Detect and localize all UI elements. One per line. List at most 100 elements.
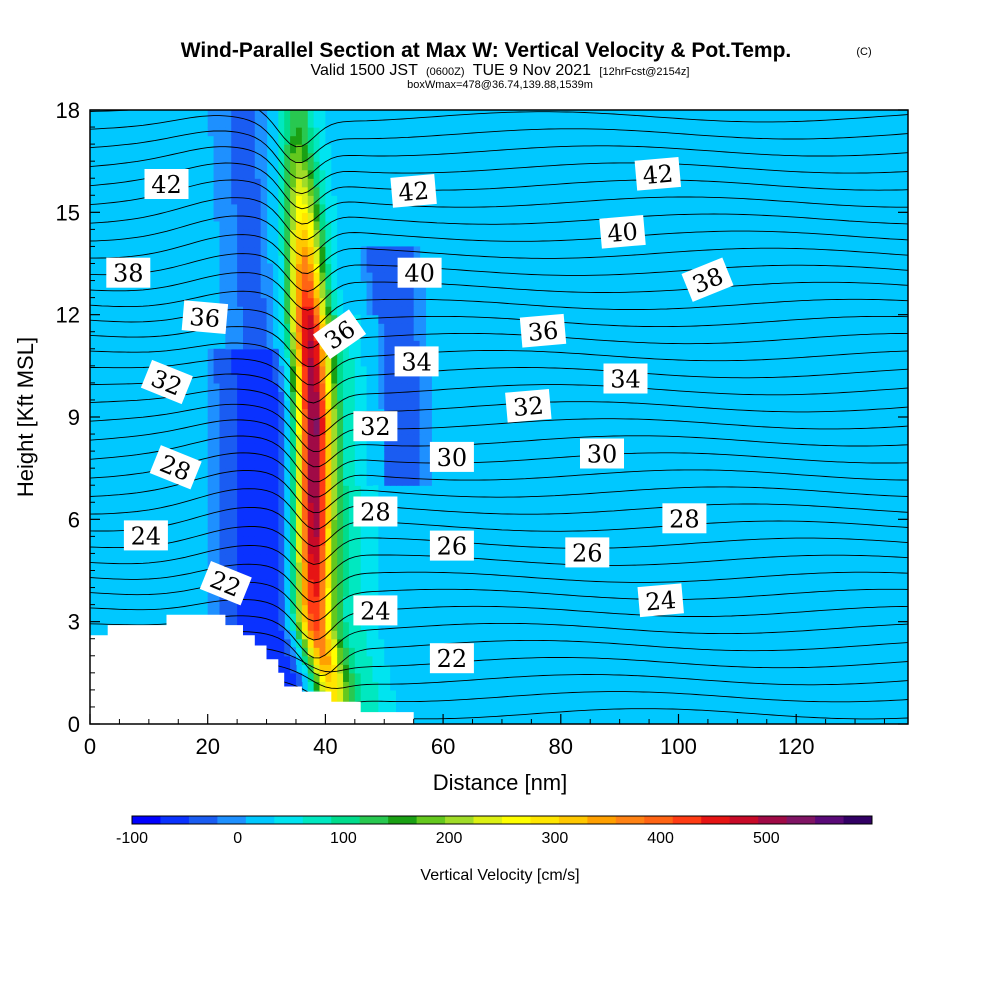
colorbar-swatch [502, 816, 531, 824]
colorbar-swatch [245, 816, 275, 824]
isentrope-label-box [505, 388, 552, 423]
x-tick-label: 80 [549, 734, 573, 759]
colorbar-swatch [615, 816, 645, 824]
colorbar-swatch [843, 816, 873, 824]
isentrope-line [90, 373, 908, 421]
isentrope-line [90, 342, 908, 386]
isentrope-labels: 4238363228242236322824424034302622424038… [106, 156, 734, 674]
isentrope-label-box [429, 643, 474, 674]
isentrope-label-box [397, 257, 442, 288]
isentrope-label-box [140, 359, 193, 405]
isentrope-line [90, 403, 908, 453]
isentrope-line [90, 358, 908, 404]
isentrope-line [90, 115, 908, 164]
colorbar-swatch [388, 816, 418, 824]
isentrope-label: 34 [394, 346, 439, 377]
isentrope-label: 24 [123, 520, 168, 551]
isentrope-label-box [106, 257, 151, 288]
isentrope-line [90, 146, 908, 195]
isentrope-line [90, 545, 908, 584]
isentrope-label-box [353, 411, 398, 442]
plot-area [90, 110, 908, 724]
isentrope-label: 34 [603, 363, 648, 394]
colorbar-swatch [701, 816, 731, 824]
isentrope-label: 24 [637, 583, 684, 618]
isentrope-label: 36 [181, 300, 229, 334]
colorbar-tick-label: 200 [436, 830, 463, 847]
subtitle-fcst: [12hrFcst@2154z] [599, 66, 689, 78]
isentrope-label-text: 38 [113, 260, 144, 288]
colorbar-swatch [786, 816, 816, 824]
isentrope-label: 40 [397, 257, 442, 288]
isentrope-line [90, 162, 908, 210]
colorbar-swatch [558, 816, 588, 824]
colorbar-tick-label: 400 [647, 830, 674, 847]
isentrope-label: 30 [429, 441, 474, 472]
isentrope-label-text: 36 [188, 303, 221, 334]
isentrope-label: 32 [505, 388, 552, 423]
isentrope-line [90, 234, 908, 274]
isentrope-label: 42 [144, 169, 189, 199]
subtitle-valid: Valid 1500 JST [311, 62, 419, 79]
isentrope-line [90, 563, 908, 603]
isentrope-label-box [181, 300, 229, 334]
isentrope-line [90, 599, 908, 641]
subtitle-utc: (0600Z) [426, 66, 465, 78]
colorbar-swatch [188, 816, 218, 824]
isentrope-label-box [394, 346, 439, 377]
isentrope-label-box [662, 503, 707, 534]
colorbar-swatch [530, 816, 560, 824]
isentrope-line [90, 290, 908, 330]
x-tick-label: 0 [84, 734, 96, 759]
isentrope-label-text: 34 [401, 348, 432, 376]
isentrope-line [90, 179, 908, 225]
colorbar-tick-label: 0 [233, 830, 242, 847]
isentrope-line [90, 197, 908, 241]
x-axis-label: Distance [nm] [433, 770, 568, 795]
isentrope-label-text: 40 [404, 260, 435, 288]
y-tick-label: 18 [56, 98, 80, 123]
isentrope-label-box [565, 537, 610, 568]
isentrope-label: 28 [353, 496, 398, 527]
isentrope-line [90, 388, 908, 437]
colorbar-swatch [758, 816, 788, 824]
x-tick-label: 40 [313, 734, 337, 759]
isentrope-label: 22 [429, 643, 474, 674]
isentrope-label-box [429, 530, 474, 561]
isentrope-line [90, 272, 908, 311]
isentrope-line [90, 419, 908, 468]
y-tick-label: 15 [56, 200, 80, 225]
isentrope-label: 42 [634, 156, 682, 191]
colorbar-swatch [132, 816, 161, 824]
colorbar-swatch [815, 816, 844, 824]
chart-title: Wind-Parallel Section at Max W: Vertical… [181, 39, 792, 62]
isentrope-label-box [681, 257, 734, 302]
isentrope-label: 30 [580, 438, 624, 469]
x-tick-label: 100 [660, 734, 697, 759]
colorbar-swatch [644, 816, 674, 824]
colorbar-tick-label: 100 [330, 830, 357, 847]
colorbar-swatch [217, 816, 247, 824]
y-tick-label: 6 [68, 507, 80, 532]
isentrope-line [90, 253, 908, 292]
colorbar-swatch [729, 816, 759, 824]
colorbar-swatch [302, 816, 332, 824]
colorbar-swatch [445, 816, 474, 824]
isentrope-line [90, 526, 908, 565]
isentrope-label-box [312, 309, 367, 360]
copyright-mark: (C) [856, 46, 871, 58]
isentrope-label-text: 26 [437, 533, 468, 561]
colorbar-swatch [416, 816, 446, 824]
isentrope-label-text: 40 [606, 218, 639, 249]
isentrope-line [90, 435, 908, 483]
colorbar-swatch [359, 816, 389, 824]
colorbar-swatch [473, 816, 503, 824]
terrain [90, 614, 414, 724]
isentrope-label: 26 [565, 537, 610, 568]
isentrope-label-text: 42 [641, 160, 674, 191]
colorbar-tick-label: 500 [753, 830, 780, 847]
isentrope-label-box [580, 438, 624, 469]
isentrope-label: 36 [519, 313, 567, 348]
